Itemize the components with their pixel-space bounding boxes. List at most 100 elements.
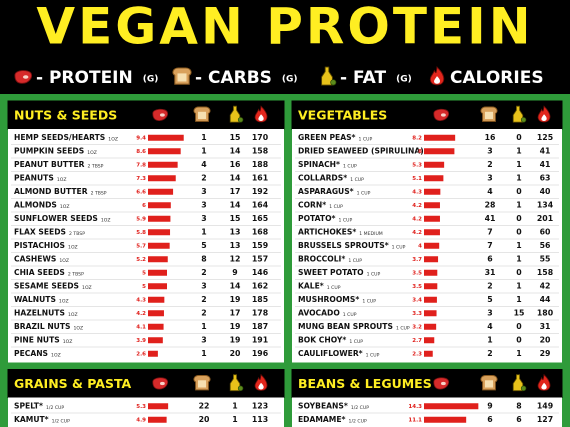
carbs-value: 16: [485, 133, 496, 142]
steak-fat: [441, 381, 446, 386]
legend-unit: (G): [282, 75, 298, 85]
item-name: PINE NUTS: [14, 335, 60, 344]
legend-label: - FAT: [340, 68, 386, 88]
calories-value: 56: [540, 241, 551, 250]
olive: [237, 385, 244, 392]
protein-bar: [424, 215, 440, 222]
protein-value: 8.2: [412, 135, 422, 141]
legend-unit: (G): [143, 75, 159, 85]
carbs-value: 5: [201, 241, 206, 250]
item-serving: 1OZ: [63, 339, 73, 345]
protein-value: 5: [142, 284, 146, 290]
protein-value: 8.6: [136, 149, 146, 155]
carbs-value: 28: [485, 200, 496, 209]
calories-value: 180: [537, 308, 554, 317]
protein-bar: [424, 403, 479, 410]
protein-bar: [148, 148, 181, 155]
bread-icon: [193, 375, 211, 391]
carbs-value: 9: [487, 401, 492, 410]
calories-value: 170: [252, 133, 269, 142]
calories-value: 187: [252, 322, 268, 331]
oil-icon: [512, 374, 527, 392]
fat-value: 1: [516, 173, 521, 182]
calories-value: 162: [252, 281, 268, 290]
fat-value: 0: [516, 268, 522, 277]
item-serving: 1 CUP: [396, 325, 410, 331]
bread-crumb: [485, 380, 493, 388]
carbs-value: 3: [487, 173, 492, 182]
calories-value: 55: [540, 254, 551, 263]
calories-value: 41: [540, 146, 551, 155]
fat-value: 9: [232, 268, 237, 277]
calories-value: 161: [252, 173, 268, 182]
carbs-value: 3: [487, 308, 492, 317]
calories-value: 146: [252, 268, 268, 277]
item-serving: 1OZ: [68, 244, 78, 250]
item-serving: 1OZ: [59, 258, 69, 264]
item-name: BRAZIL NUTS: [14, 322, 71, 331]
item-name: FLAX SEEDS: [14, 227, 66, 236]
calories-value: 158: [537, 268, 553, 277]
section-body: [8, 129, 284, 363]
protein-bar: [424, 296, 437, 303]
protein-value: 14.3: [408, 404, 422, 410]
item-serving: 2 TBSP: [69, 231, 85, 237]
protein-bar: [148, 337, 163, 344]
oil-icon: [512, 105, 527, 123]
calories-value: 192: [252, 187, 268, 196]
steak-fat: [441, 113, 446, 117]
item-name: SPELT*: [14, 401, 43, 410]
protein-value: 4: [418, 243, 422, 249]
protein-value: 5.8: [136, 230, 146, 236]
protein-value: 6.6: [136, 189, 146, 195]
flame-icon: [254, 105, 268, 123]
calories-value: 157: [252, 254, 268, 263]
item-serving: 2 TBSP: [88, 163, 104, 169]
item-name: PUMPKIN SEEDS: [14, 146, 84, 155]
protein-bar: [424, 350, 433, 357]
fat-value: 0: [516, 322, 522, 331]
fat-value: 1: [516, 241, 521, 250]
item-name: HEMP SEEDS/HEARTS: [14, 133, 105, 142]
carbs-value: 3: [201, 335, 206, 344]
olive: [330, 79, 337, 86]
carbs-value: 1: [201, 146, 206, 155]
protein-bar: [148, 416, 167, 423]
item-serving: 1OZ: [57, 177, 67, 183]
carbs-value: 2: [201, 173, 206, 182]
flame-outer: [537, 105, 551, 123]
item-name: ALMOND BUTTER: [14, 187, 88, 196]
protein-value: 7.8: [136, 162, 146, 168]
item-serving: 1 MEDIUM: [359, 231, 383, 237]
protein-bar: [148, 175, 176, 182]
protein-value: 3.5: [412, 284, 422, 290]
calories-value: 60: [540, 227, 551, 236]
oil-icon: [229, 105, 244, 123]
item-serving: 1OZ: [59, 298, 69, 304]
steak-icon: [433, 108, 449, 122]
protein-bar: [148, 202, 171, 209]
item-name: SOYBEANS*: [298, 401, 348, 410]
item-name: KAMUT*: [14, 415, 49, 424]
flame-outer: [429, 66, 445, 86]
protein-value: 5.1: [412, 176, 422, 182]
calories-value: 201: [537, 214, 553, 223]
protein-bar: [148, 242, 170, 249]
oil-icon: [229, 374, 244, 392]
protein-bar: [424, 416, 467, 423]
protein-bar: [148, 269, 167, 276]
item-serving: 1OZ: [101, 217, 111, 223]
fat-value: 0: [516, 133, 522, 142]
calories-value: 40: [540, 187, 551, 196]
steak-icon: [14, 70, 32, 84]
item-name: ASPARAGUS*: [298, 187, 354, 196]
calories-value: 191: [252, 335, 268, 344]
fat-value: 1: [232, 415, 237, 424]
flame-icon: [537, 105, 551, 123]
item-serving: 1 CUP: [348, 258, 362, 264]
carbs-value: 7: [487, 227, 492, 236]
protein-value: 5.3: [136, 404, 146, 410]
item-name: CORN*: [298, 200, 326, 209]
item-name: SESAME SEEDS: [14, 281, 79, 290]
olive: [520, 385, 527, 392]
